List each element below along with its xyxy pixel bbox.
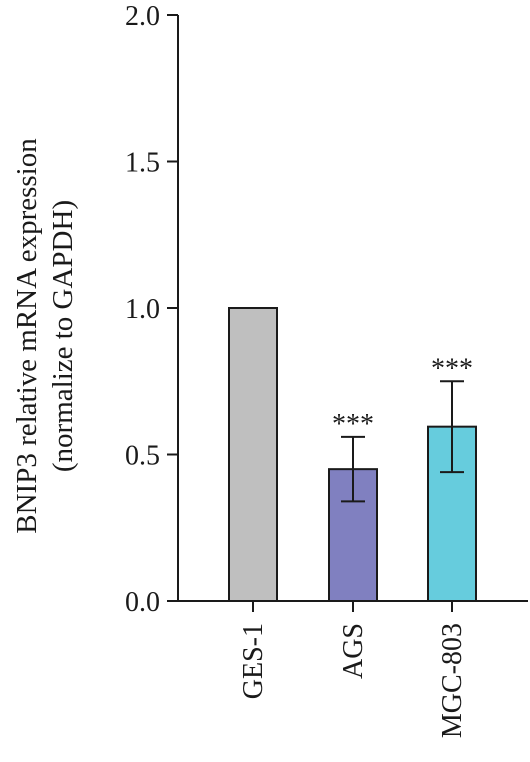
significance-labels: *** *** — [332, 353, 473, 440]
significance-label: *** — [332, 409, 374, 440]
significance-label: *** — [431, 353, 473, 384]
y-axis-label-line-1: BNIP3 relative mRNA expression — [11, 138, 43, 534]
y-axis-label: BNIP3 relative mRNA expression (normaliz… — [11, 138, 79, 534]
error-bar-mgc-803 — [440, 380, 464, 474]
x-axis-ticks: GES-1 AGS MGC-803 — [238, 601, 468, 738]
y-tick-label: 0.0 — [125, 587, 160, 618]
y-axis-label-line-2: (normalize to GAPDH) — [47, 200, 79, 472]
error-bars — [341, 380, 464, 503]
x-tick-label: MGC-803 — [437, 623, 468, 738]
bar-ges-1 — [228, 307, 278, 602]
y-tick-label: 1.0 — [125, 294, 160, 325]
y-tick-label: 2.0 — [125, 1, 160, 32]
x-tick-label: GES-1 — [238, 623, 269, 699]
y-axis-ticks: 0.0 0.5 1.0 1.5 2.0 — [125, 1, 178, 618]
x-tick-label: AGS — [338, 623, 369, 679]
y-tick-label: 1.5 — [125, 148, 160, 179]
y-tick-label: 0.5 — [125, 441, 160, 472]
error-bar-ags — [341, 435, 365, 503]
